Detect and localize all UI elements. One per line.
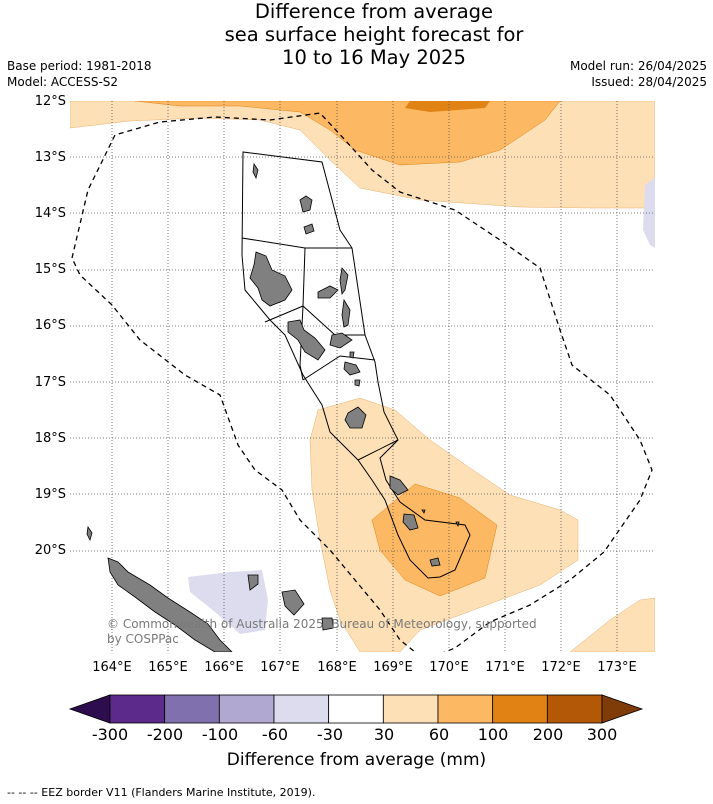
colorbar-tick: 100 [477, 725, 509, 744]
island-small-north [252, 162, 259, 180]
island-gaua [303, 223, 315, 235]
title-line-2: sea surface height forecast for [224, 23, 524, 46]
lat-label: 14°S [34, 206, 66, 221]
island-maewo [339, 267, 349, 296]
island-paama [349, 351, 355, 359]
meta-right: Model run: 26/04/2025 Issued: 28/04/2025 [570, 58, 707, 90]
lon-label: 169°E [373, 660, 413, 675]
lat-label: 13°S [34, 150, 66, 165]
lat-label: 17°S [34, 375, 66, 390]
island-shepherds [354, 379, 361, 387]
island-ambae [317, 285, 339, 299]
province-boundaries [241, 151, 471, 579]
island-belep [86, 525, 93, 542]
colorbar-tick: 200 [532, 725, 564, 744]
colorbar-tick: -60 [261, 725, 289, 744]
lon-label: 165°E [148, 660, 188, 675]
lon-label: 168°E [317, 660, 357, 675]
island-tanna [402, 513, 419, 531]
meta-left: Base period: 1981-2018 Model: ACCESS-S2 [7, 58, 152, 90]
model-name: Model: ACCESS-S2 [7, 75, 119, 89]
lon-label: 172°E [541, 660, 581, 675]
lon-label: 164°E [92, 660, 132, 675]
lon-label: 166°E [204, 660, 244, 675]
lon-label: 171°E [485, 660, 525, 675]
eez-border [71, 112, 653, 652]
colorbar-tick: -100 [201, 725, 239, 744]
colorbar-tick: -200 [146, 725, 184, 744]
lat-label: 16°S [34, 318, 66, 333]
map-area [70, 101, 655, 652]
colorbar-segment [109, 694, 166, 724]
colorbar-segment [328, 694, 384, 724]
lat-label: 19°S [34, 487, 66, 502]
lat-label: 20°S [34, 543, 66, 558]
lat-label: 12°S [34, 94, 66, 109]
island-loyalty-lifou [281, 589, 305, 616]
island-loyalty-ouvea [247, 574, 259, 591]
colorbar-extend-max [601, 694, 644, 724]
map-title: Difference from average sea surface heig… [0, 0, 713, 69]
colorbar-tick: 30 [373, 725, 395, 744]
colorbar-segment [164, 694, 220, 724]
colorbar-segment [546, 694, 603, 724]
land-masses [86, 162, 460, 652]
island-espiritu-santo [249, 251, 293, 307]
copyright-line-1: © Commonwealth of Australia 2025, Bureau… [107, 617, 537, 631]
anomaly-30-60-se [569, 597, 655, 652]
colorbar-tick: 60 [428, 725, 450, 744]
anomaly-60-100-north [134, 101, 561, 166]
colorbar-segment [492, 694, 548, 724]
model-run: Model run: 26/04/2025 [569, 59, 707, 73]
colorbar-segment [382, 694, 439, 724]
colorbar-tick: 300 [586, 725, 618, 744]
lat-label: 15°S [34, 262, 66, 277]
island-aniwa [421, 509, 426, 514]
eez-legend-footer: -- -- -- EEZ border V11 (Flanders Marine… [7, 786, 316, 799]
anomaly-100-200-north [405, 101, 490, 112]
colorbar-tick: -300 [91, 725, 129, 744]
island-futuna [455, 521, 460, 528]
title-line-3: 10 to 16 May 2025 [282, 46, 466, 69]
island-ambrym [329, 332, 353, 349]
island-pentecost [341, 298, 351, 328]
colorbar-segment [218, 694, 275, 724]
copyright-line-2: by COSPPac [107, 632, 179, 646]
colorbar-segment [437, 694, 494, 724]
base-period: Base period: 1981-2018 [7, 59, 152, 73]
colorbar-segment [273, 694, 330, 724]
island-loyalty-mare [321, 617, 334, 631]
island-erromango [389, 475, 409, 496]
lat-label: 18°S [34, 431, 66, 446]
island-aneityum [429, 557, 441, 567]
issued-date: Issued: 28/04/2025 [591, 75, 707, 89]
lon-label: 167°E [260, 660, 300, 675]
anomaly-60-100-south [371, 483, 498, 597]
island-vanua-lava [299, 195, 313, 213]
copyright-notice: © Commonwealth of Australia 2025, Bureau… [107, 617, 537, 647]
colorbar-tick: -30 [316, 725, 344, 744]
title-line-1: Difference from average [254, 0, 494, 23]
island-epi [343, 361, 361, 376]
lon-label: 173°E [597, 660, 637, 675]
colorbar-label: Difference from average (mm) [226, 750, 487, 770]
anomaly-negative-sw [188, 570, 268, 634]
colorbar-extend-min [68, 694, 111, 724]
island-new-caledonia [107, 557, 233, 652]
island-malekula [287, 319, 326, 361]
island-efate [344, 406, 367, 429]
lon-label: 170°E [429, 660, 469, 675]
